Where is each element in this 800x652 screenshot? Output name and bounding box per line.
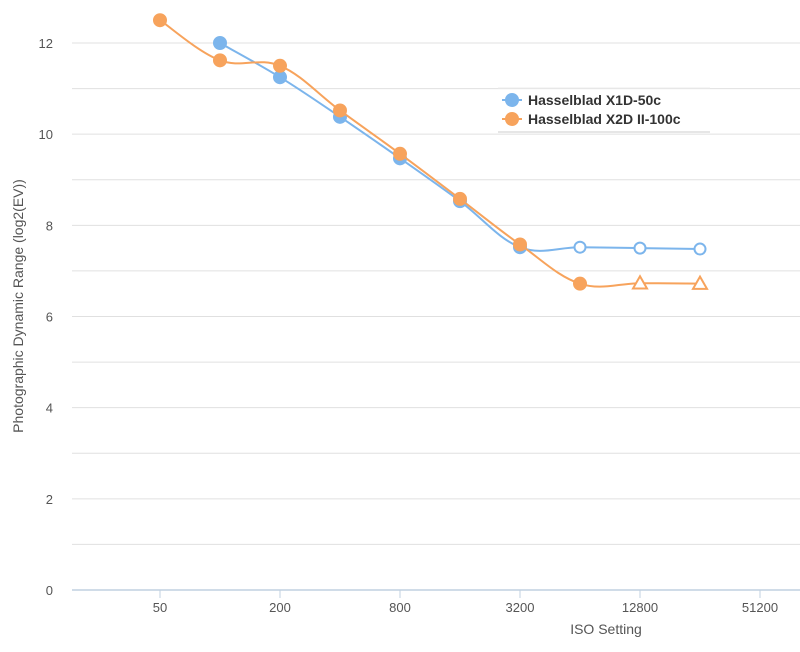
x-tick-label: 51200: [742, 600, 778, 615]
data-point[interactable]: [153, 13, 167, 28]
data-point[interactable]: [333, 103, 347, 118]
legend-item[interactable]: Hasselblad X1D-50c: [502, 92, 661, 108]
legend-item[interactable]: Hasselblad X2D II-100c: [502, 111, 681, 127]
series-line: [219, 42, 701, 252]
grid-layer: [72, 42, 800, 545]
x-axis-title: ISO Setting: [570, 621, 642, 637]
data-point[interactable]: [213, 53, 227, 68]
x-tick-label: 50: [153, 600, 167, 615]
y-tick-label: 10: [39, 127, 53, 142]
data-point[interactable]: [273, 58, 287, 73]
legend-label: Hasselblad X2D II-100c: [528, 111, 681, 127]
legend-label: Hasselblad X1D-50c: [528, 92, 661, 108]
legend-marker-icon: [505, 93, 519, 107]
data-point[interactable]: [513, 237, 527, 252]
y-tick-label: 2: [46, 492, 53, 507]
y-axis-title: Photographic Dynamic Range (log2(EV)): [10, 179, 26, 433]
data-point[interactable]: [631, 274, 649, 290]
legend-marker-icon: [505, 112, 519, 126]
legend[interactable]: Hasselblad X1D-50c Hasselblad X2D II-100c: [498, 87, 710, 133]
x-tick-label: 800: [389, 600, 411, 615]
y-tick-label: 12: [39, 36, 53, 51]
data-point[interactable]: [633, 241, 647, 255]
series-line: [159, 19, 701, 288]
data-point[interactable]: [691, 274, 709, 290]
data-point[interactable]: [453, 191, 467, 206]
axis-layer: 0 2 4 6 8 10 12 50 200 800 3200 12800 51200: [39, 36, 800, 615]
y-tick-label: 8: [46, 218, 53, 233]
data-point[interactable]: [393, 146, 407, 161]
x-tick-label: 12800: [622, 600, 658, 615]
x-tick-label: 200: [269, 600, 291, 615]
y-tick-label: 6: [46, 310, 53, 325]
data-point[interactable]: [573, 240, 587, 254]
y-tick-label: 4: [46, 401, 53, 416]
y-tick-label: 0: [46, 583, 53, 598]
x-tick-label: 3200: [506, 600, 535, 615]
data-point[interactable]: [213, 36, 227, 50]
data-point[interactable]: [573, 276, 587, 291]
series-2[interactable]: [153, 13, 709, 291]
data-point[interactable]: [693, 242, 707, 256]
series-layer: [153, 13, 709, 291]
